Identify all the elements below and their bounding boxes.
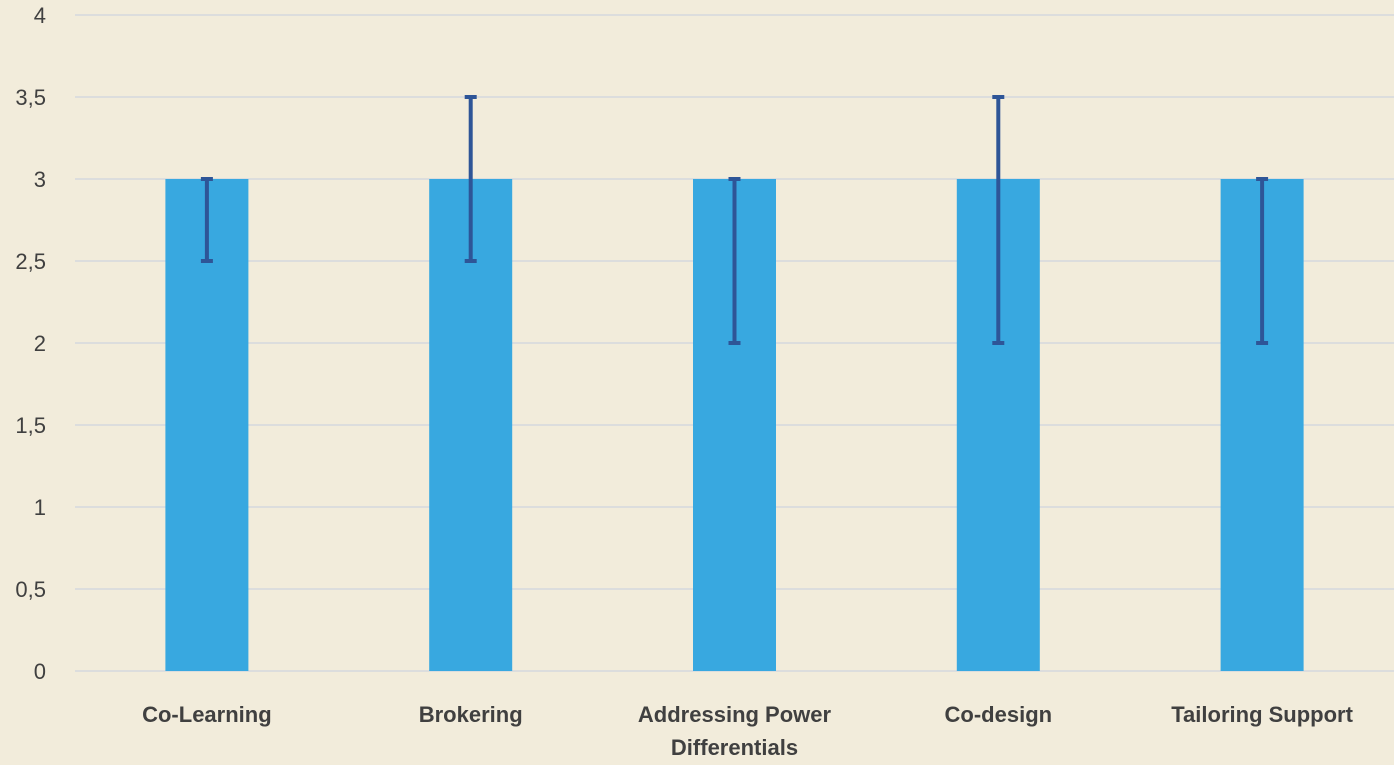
x-tick-label: Co-design — [945, 702, 1053, 727]
y-tick-label: 2 — [34, 331, 46, 356]
x-tick-label: Addressing Power Differentials — [638, 702, 832, 760]
y-axis-tick-labels: 0 0,5 1 1,5 2 2,5 3 3,5 4 — [15, 3, 46, 684]
x-tick-label: Co-Learning — [142, 702, 272, 727]
x-tick-label-line: Co-design — [945, 702, 1053, 727]
x-axis-category-labels: Co-Learning Brokering Addressing Power Diff… — [142, 702, 1353, 760]
y-tick-label: 1,5 — [15, 413, 46, 438]
x-tick-label-line: Co-Learning — [142, 702, 272, 727]
y-tick-label: 4 — [34, 3, 46, 28]
y-tick-label: 2,5 — [15, 249, 46, 274]
x-tick-label-line: Differentials — [671, 735, 798, 760]
x-tick-label-line: Addressing Power — [638, 702, 832, 727]
y-tick-label: 1 — [34, 495, 46, 520]
x-tick-label: Tailoring Support — [1171, 702, 1353, 727]
x-tick-label: Brokering — [419, 702, 523, 727]
y-tick-label: 0,5 — [15, 577, 46, 602]
x-tick-label-line: Brokering — [419, 702, 523, 727]
error-bars — [200, 95, 1269, 345]
y-tick-label: 3 — [34, 167, 46, 192]
x-tick-label-line: Tailoring Support — [1171, 702, 1353, 727]
y-tick-label: 3,5 — [15, 85, 46, 110]
y-tick-label: 0 — [34, 659, 46, 684]
